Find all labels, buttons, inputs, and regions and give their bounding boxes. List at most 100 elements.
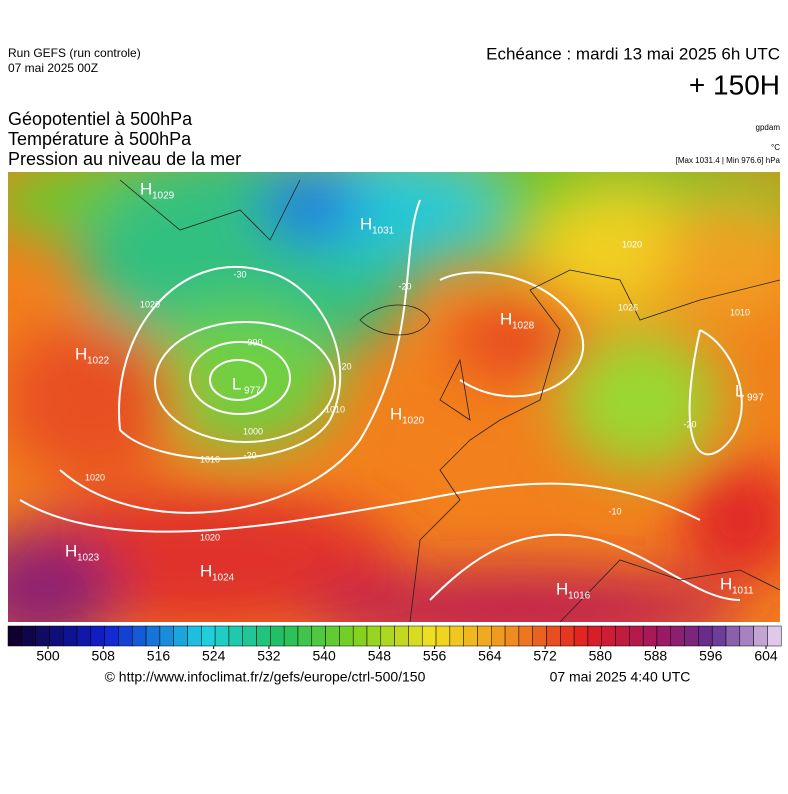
colorbar-swatch: [325, 625, 340, 647]
colorbar-swatch: [21, 625, 36, 647]
field-title: Température à 500hPa: [8, 129, 192, 149]
field-title: Pression au niveau de la mer: [8, 149, 241, 169]
center-value: 997: [747, 393, 764, 404]
colorbar-swatch: [767, 625, 782, 647]
contour-label: 1026: [618, 302, 638, 312]
colorbar-swatch: [642, 625, 658, 647]
colorbar-swatch: [352, 625, 368, 647]
isobars: [19, 199, 743, 601]
center-kind: L: [232, 374, 241, 393]
colorbar-swatch: [532, 625, 547, 647]
colorbar-swatch: [283, 625, 299, 647]
colorbar-swatch: [449, 625, 464, 647]
colorbar-swatch: [394, 625, 409, 647]
center-kind: H: [140, 179, 152, 198]
center-value: 1024: [212, 573, 235, 584]
colorbar-swatch: [711, 625, 727, 647]
colorbar-swatch: [173, 625, 188, 647]
contour-label: -20: [398, 281, 411, 291]
colorbar-swatch: [491, 625, 506, 647]
colorbar-swatch: [159, 625, 174, 647]
center-kind: L: [735, 381, 744, 400]
contour-label: 1020: [200, 532, 220, 542]
colorbar-swatch: [256, 625, 271, 647]
source-url: © http://www.infoclimat.fr/z/gefs/europe…: [105, 669, 426, 685]
colorbar-swatch: [76, 625, 92, 647]
center-kind: H: [360, 214, 372, 233]
contour-label: -20: [338, 361, 351, 371]
colorbar-swatch: [242, 625, 257, 647]
colorbar-swatch: [601, 625, 616, 647]
colorbar-swatch: [684, 625, 699, 647]
colorbar-swatch: [104, 625, 119, 647]
colorbar-tick-label: 556: [423, 648, 447, 664]
colorbar-swatch: [187, 625, 202, 647]
colorbar-swatch: [615, 625, 630, 647]
unit: °C: [771, 143, 780, 152]
colorbar-swatch: [629, 625, 644, 647]
center-value: 977: [244, 386, 261, 397]
colorbar-swatch: [145, 625, 161, 647]
colorbar-tick-label: 500: [36, 648, 60, 664]
center-kind: H: [556, 579, 568, 598]
colorbar-tick-label: 604: [754, 648, 778, 664]
contour-label: 1010: [200, 454, 220, 464]
colorbar-swatch: [518, 625, 533, 647]
colorbar-swatch: [546, 625, 561, 647]
colorbar-tick-label: 532: [257, 648, 281, 664]
contour-label: -20: [683, 419, 696, 429]
colorbar-tick-label: 564: [478, 648, 502, 664]
run-date: 07 mai 2025 00Z: [8, 61, 98, 75]
center-value: 1020: [402, 416, 425, 427]
colorbar-swatch: [90, 625, 105, 647]
center-kind: H: [200, 561, 212, 580]
colorbar-swatch: [118, 625, 133, 647]
contour-label: 1020: [85, 472, 105, 482]
contour-label: 1010: [730, 307, 750, 317]
center-value: 1016: [568, 591, 591, 602]
contour-label: 1010: [325, 404, 345, 414]
unit: gpdam: [756, 123, 781, 132]
colorbar-swatch: [311, 625, 326, 647]
colorbar-tick-label: 588: [644, 648, 668, 664]
colorbar-swatch: [49, 625, 64, 647]
center-kind: H: [500, 309, 512, 328]
colorbar-swatch: [214, 625, 230, 647]
field-title: Géopotentiel à 500hPa: [8, 109, 193, 129]
center-kind: H: [65, 541, 77, 560]
colorbar-swatch: [62, 625, 78, 647]
colorbar-swatch: [753, 625, 768, 647]
colorbar-tick-label: 508: [92, 648, 116, 664]
colorbar-swatch: [132, 625, 147, 647]
colorbar-swatch: [504, 625, 520, 647]
colorbar-swatch: [587, 625, 602, 647]
contour-label: -20: [243, 450, 256, 460]
center-value: 1023: [77, 553, 100, 564]
colorbar-tick-label: 572: [533, 648, 557, 664]
center-value: 1011: [732, 586, 754, 597]
run-name: Run GEFS (run controle): [8, 46, 141, 60]
coastlines: [119, 179, 780, 622]
colorbar-swatch: [739, 625, 754, 647]
colorbar-tick-label: 548: [368, 648, 392, 664]
colorbar-swatch: [560, 625, 575, 647]
colorbar-swatch: [35, 625, 50, 647]
center-kind: H: [390, 404, 402, 423]
colorbar-swatch: [477, 625, 492, 647]
colorbar-swatch: [573, 625, 589, 647]
colorbar-swatch: [725, 625, 741, 647]
contour-label: 1020: [140, 299, 160, 309]
unit: [Max 1031.4 | Min 976.6] hPa: [676, 156, 781, 165]
center-value: 1022: [87, 356, 110, 367]
colorbar-swatch: [408, 625, 423, 647]
center-kind: H: [75, 344, 87, 363]
colorbar-swatch: [656, 625, 672, 647]
colorbar-tick-label: 516: [147, 648, 171, 664]
lead-time: + 150H: [689, 69, 780, 100]
contour-label: -10: [608, 506, 621, 516]
colorbar-swatch: [698, 625, 713, 647]
colorbar-tick-label: 580: [589, 648, 613, 664]
contour-label: 1000: [243, 426, 263, 436]
